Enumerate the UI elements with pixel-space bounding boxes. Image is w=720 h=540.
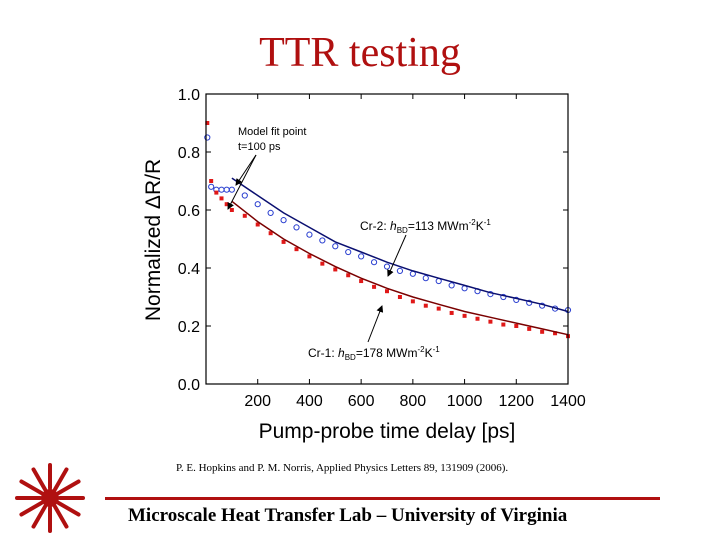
cr-2-fit-line (231, 177, 569, 313)
cr-1-point (346, 273, 351, 278)
x-tick-label: 1000 (447, 393, 483, 410)
cr-1-point (423, 303, 428, 308)
cr2-arrow (387, 234, 407, 277)
chart-area: 0.0 0.2 0.4 0.6 0.8 1.0 200 400 600 800 1000 1200 14… (128, 82, 598, 450)
cr-1-point (397, 295, 402, 299)
cr-1-point (333, 267, 338, 272)
x-tick-label: 200 (244, 393, 271, 410)
x-axis-label: Pump-probe time delay [ps] (259, 420, 516, 443)
logo-ray (31, 467, 47, 492)
cr2-annotation: Cr-2: hBD=113 MWm-2K-1 (360, 218, 491, 235)
cr-2-point (332, 243, 339, 250)
cr-2-point (223, 186, 230, 193)
cr-2-point (204, 134, 211, 141)
cr1-annotation: Cr-1: hBD=178 MWm-2K-1 (308, 345, 440, 362)
cr-1-point (527, 326, 532, 331)
cr-1-point (436, 306, 441, 311)
model-fit-arrow-top (235, 154, 257, 186)
cr-1-point (219, 196, 224, 201)
cr-1-point (205, 121, 210, 125)
cr-1-point (385, 289, 389, 294)
ttr-chart: 0.0 0.2 0.4 0.6 0.8 1.0 200 400 600 800 1000 1200 14… (142, 87, 586, 443)
logo-ray (19, 501, 44, 517)
cr-1-point (255, 222, 260, 227)
cr-1-point (359, 279, 364, 284)
cr-1-point (214, 190, 219, 195)
y-axis-label: Normalized ΔR/R (142, 159, 165, 321)
logo-ray (19, 479, 44, 495)
footer-divider (105, 497, 660, 500)
cr-2-point (306, 231, 313, 238)
model-fit-annotation-line1: Model fit point (238, 126, 306, 138)
footer-lab-name: Microscale Heat Transfer Lab – Universit… (128, 505, 568, 526)
cr-1-point (281, 239, 286, 244)
cr-2-point (228, 186, 235, 193)
logo-ray (56, 501, 81, 517)
cr1-arrow (367, 305, 384, 343)
model-fit-annotation-line2: t=100 ps (238, 141, 281, 153)
cr-1-point (410, 299, 415, 304)
plot-frame (205, 93, 569, 385)
logo-ray (56, 479, 81, 495)
cr-1-point (514, 324, 519, 328)
cr-2-point (396, 267, 404, 274)
cr-1-point (553, 331, 558, 336)
y-tick-label: 0.8 (178, 145, 200, 162)
cr-2-point (526, 299, 533, 306)
x-tick-label: 600 (348, 393, 375, 410)
cr-2-point (280, 217, 287, 224)
cr-1-point (540, 329, 545, 334)
logo-ray (53, 467, 69, 492)
x-tick-label: 1200 (498, 393, 534, 410)
cr-2-point (500, 293, 507, 301)
cr-2-point (345, 248, 352, 256)
cr-2-point (293, 224, 300, 231)
cr-2-point (319, 237, 326, 244)
y-tick-label: 0.4 (178, 261, 200, 278)
x-tick-label: 1400 (550, 393, 586, 410)
y-tick-label: 0.2 (178, 319, 200, 336)
cr-2-point (358, 253, 365, 260)
citation: P. E. Hopkins and P. M. Norris, Applied … (176, 462, 509, 474)
logo-ray (31, 504, 47, 529)
cr-1-point (501, 322, 506, 327)
cr-1-point (224, 202, 229, 207)
cr-2-point (208, 183, 215, 190)
cr-2-point (254, 201, 261, 208)
cr-2-point (487, 291, 494, 298)
cr-2-point (370, 259, 378, 266)
cr-1-point (475, 316, 480, 321)
cr-1-point (449, 310, 454, 315)
cr-1-point (294, 247, 299, 252)
y-tick-label: 0.6 (178, 203, 200, 220)
x-tick-label: 400 (296, 393, 323, 410)
cr-1-point (307, 254, 312, 259)
cr-2-point (383, 263, 391, 270)
cr-1-fit-line (231, 200, 569, 336)
cr-1-point (209, 179, 214, 183)
cr-2-point (448, 282, 455, 289)
logo-ray (53, 504, 69, 529)
cr-1-point (242, 213, 247, 218)
cr-2-point (241, 192, 248, 199)
cr-2-point (218, 186, 225, 193)
cr-1-point (229, 208, 234, 212)
cr-1-point (320, 261, 325, 266)
cr-1-point (462, 313, 467, 318)
y-tick-label: 0.0 (178, 377, 200, 394)
laser-starburst-icon (15, 463, 85, 533)
slide-title: TTR testing (259, 30, 461, 76)
cr-1-point (488, 319, 493, 324)
cr-2-point (267, 209, 274, 216)
cr-1-point (268, 231, 273, 236)
model-fit-arrow-bottom (227, 154, 257, 210)
x-tick-label: 800 (400, 393, 427, 410)
cr-1-point (372, 284, 377, 289)
y-tick-label: 1.0 (178, 87, 200, 104)
cr-2-point (513, 296, 520, 303)
cr-2-point (422, 275, 429, 282)
